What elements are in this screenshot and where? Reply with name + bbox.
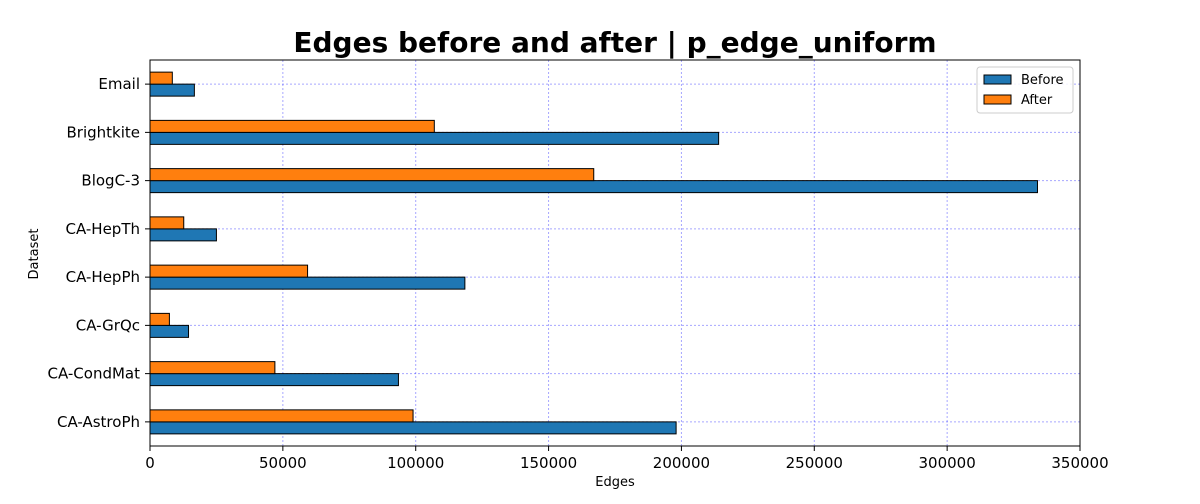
x-tick-label: 0 — [145, 454, 155, 472]
bar-before-ca-grqc — [149, 324, 190, 338]
x-tick-label: 200000 — [653, 454, 710, 472]
bar-before-ca-condmat — [149, 373, 399, 387]
category-label: CA-AstroPh — [57, 413, 140, 431]
bar-before-ca-hepth — [149, 228, 217, 242]
chart-title: Edges before and after | p_edge_uniform — [293, 26, 936, 59]
category-label: CA-GrQc — [76, 316, 140, 334]
bar-after-ca-hepth — [149, 216, 185, 230]
category-label: CA-CondMat — [47, 365, 140, 383]
x-tick-label: 250000 — [786, 454, 843, 472]
x-tick-label: 350000 — [1051, 454, 1108, 472]
legend-label-before: Before — [1021, 73, 1064, 88]
x-tick-label: 100000 — [387, 454, 444, 472]
bar-after-ca-hepph — [149, 264, 309, 278]
bar-after-blogc-3 — [149, 168, 595, 182]
category-label: CA-HepPh — [66, 268, 140, 286]
bar-before-brightkite — [149, 131, 720, 145]
grid — [149, 60, 1081, 446]
bar-after-ca-condmat — [149, 361, 276, 375]
x-tick-label: 300000 — [919, 454, 976, 472]
category-label: BlogC-3 — [81, 172, 140, 190]
bar-after-email — [149, 71, 173, 85]
bar-after-ca-grqc — [149, 312, 170, 326]
legend: Before After — [976, 66, 1074, 114]
bar-before-ca-astroph — [149, 421, 677, 435]
legend-swatch-before — [983, 74, 1012, 85]
category-label: Email — [98, 75, 140, 93]
bar-before-ca-hepph — [149, 276, 466, 290]
bar-before-blogc-3 — [149, 180, 1038, 194]
category-label: CA-HepTh — [65, 220, 140, 238]
legend-swatch-after — [983, 94, 1012, 105]
legend-label-after: After — [1021, 93, 1053, 108]
x-tick-label: 150000 — [520, 454, 577, 472]
y-axis-title: Dataset — [27, 229, 42, 280]
axes: 0 50000 100000 150000 200000 250000 300000 3500… — [47, 75, 1108, 472]
bar-after-brightkite — [149, 119, 435, 133]
bar-before-email — [149, 83, 195, 97]
x-axis-title: Edges — [595, 475, 635, 490]
plot-frame — [149, 59, 1081, 447]
bar-after-ca-astroph — [149, 409, 414, 423]
category-label: Brightkite — [67, 123, 141, 141]
x-tick-label: 50000 — [259, 454, 307, 472]
